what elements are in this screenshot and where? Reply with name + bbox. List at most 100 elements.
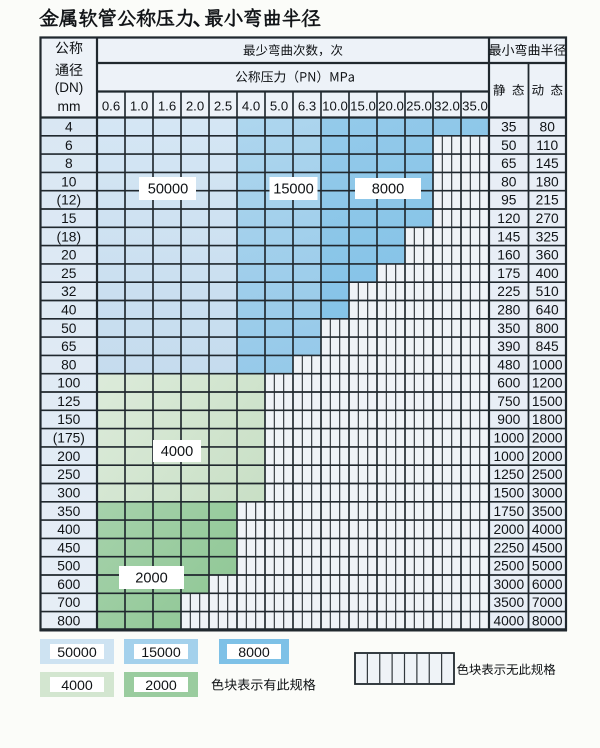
svg-text:50000: 50000 [57,645,97,661]
svg-text:100: 100 [57,376,80,391]
svg-text:800: 800 [57,614,80,629]
svg-text:600: 600 [497,376,520,391]
svg-text:50000: 50000 [148,182,189,198]
svg-text:900: 900 [497,412,520,427]
svg-text:500: 500 [57,559,80,574]
svg-text:2000: 2000 [532,449,563,464]
svg-text:(175): (175) [53,431,85,446]
svg-text:1500: 1500 [532,394,563,409]
svg-text:2.0: 2.0 [186,98,204,113]
svg-text:6000: 6000 [532,577,563,592]
svg-text:2000: 2000 [145,678,177,694]
svg-text:1200: 1200 [532,376,563,391]
svg-text:32: 32 [61,284,76,299]
svg-text:5.0: 5.0 [270,98,288,113]
svg-text:80: 80 [501,174,517,189]
svg-text:390: 390 [497,339,520,354]
svg-text:10: 10 [61,174,77,189]
svg-text:6: 6 [65,138,73,153]
svg-text:640: 640 [536,302,559,317]
svg-text:3500: 3500 [493,595,524,610]
svg-text:(12): (12) [57,193,82,208]
svg-text:4000: 4000 [493,614,524,629]
svg-text:2250: 2250 [493,540,524,555]
svg-text:350: 350 [57,504,80,519]
svg-text:3000: 3000 [493,577,524,592]
svg-text:175: 175 [497,266,520,281]
svg-text:6.3: 6.3 [298,98,316,113]
svg-text:25.0: 25.0 [406,98,432,113]
svg-text:65: 65 [61,339,77,354]
svg-text:325: 325 [536,229,559,244]
svg-text:1000: 1000 [532,357,563,372]
svg-text:80: 80 [61,357,77,372]
svg-text:5000: 5000 [532,559,563,574]
svg-text:2000: 2000 [532,431,563,446]
svg-text:50: 50 [61,321,77,336]
svg-text:4000: 4000 [61,678,93,694]
svg-text:3000: 3000 [532,485,563,500]
svg-text:700: 700 [57,595,80,610]
svg-text:4: 4 [65,120,73,135]
svg-text:250: 250 [57,467,80,482]
svg-text:2.5: 2.5 [214,98,232,113]
svg-text:8000: 8000 [238,645,270,661]
svg-text:1500: 1500 [493,485,524,500]
svg-text:0.6: 0.6 [102,98,120,113]
svg-text:450: 450 [57,540,80,555]
svg-text:40: 40 [61,302,77,317]
svg-text:400: 400 [57,522,80,537]
svg-text:125: 125 [57,394,80,409]
svg-text:800: 800 [536,321,559,336]
svg-text:80: 80 [540,120,556,135]
svg-text:2500: 2500 [532,467,563,482]
svg-text:20.0: 20.0 [378,98,404,113]
svg-text:1.0: 1.0 [130,98,148,113]
svg-text:15.0: 15.0 [350,98,376,113]
svg-text:95: 95 [501,193,517,208]
svg-text:1000: 1000 [493,449,524,464]
svg-text:200: 200 [57,449,80,464]
svg-text:8000: 8000 [532,614,563,629]
svg-text:510: 510 [536,284,559,299]
svg-text:400: 400 [536,266,559,281]
svg-text:2000: 2000 [493,522,524,537]
svg-text:32.0: 32.0 [434,98,460,113]
svg-text:145: 145 [497,229,520,244]
svg-text:35: 35 [501,120,517,135]
svg-text:215: 215 [536,193,559,208]
svg-text:15000: 15000 [273,182,314,198]
svg-text:110: 110 [536,138,558,153]
svg-text:65: 65 [501,156,517,171]
svg-text:10.0: 10.0 [322,98,348,113]
svg-text:8: 8 [65,156,73,171]
svg-text:4.0: 4.0 [242,98,260,113]
svg-text:120: 120 [497,211,520,226]
svg-text:150: 150 [57,412,80,427]
svg-text:25: 25 [61,266,77,281]
svg-text:350: 350 [497,321,520,336]
svg-text:(18): (18) [57,229,82,244]
svg-text:480: 480 [497,357,520,372]
svg-text:15000: 15000 [141,645,181,661]
svg-text:270: 270 [536,211,559,226]
svg-text:3500: 3500 [532,504,563,519]
svg-text:600: 600 [57,577,80,592]
svg-text:1800: 1800 [532,412,563,427]
svg-text:180: 180 [536,174,559,189]
svg-text:4500: 4500 [532,540,563,555]
svg-text:7000: 7000 [532,595,563,610]
svg-text:4000: 4000 [532,522,563,537]
svg-text:1750: 1750 [493,504,524,519]
svg-text:1.6: 1.6 [158,98,176,113]
svg-text:8000: 8000 [372,182,404,198]
svg-text:15: 15 [61,211,77,226]
svg-text:1000: 1000 [493,431,524,446]
svg-text:2000: 2000 [135,571,167,587]
svg-text:mm: mm [58,99,81,114]
svg-text:50: 50 [501,138,517,153]
svg-text:1250: 1250 [493,467,524,482]
svg-text:360: 360 [536,248,559,263]
svg-text:(DN): (DN) [55,80,84,95]
svg-text:750: 750 [497,394,520,409]
